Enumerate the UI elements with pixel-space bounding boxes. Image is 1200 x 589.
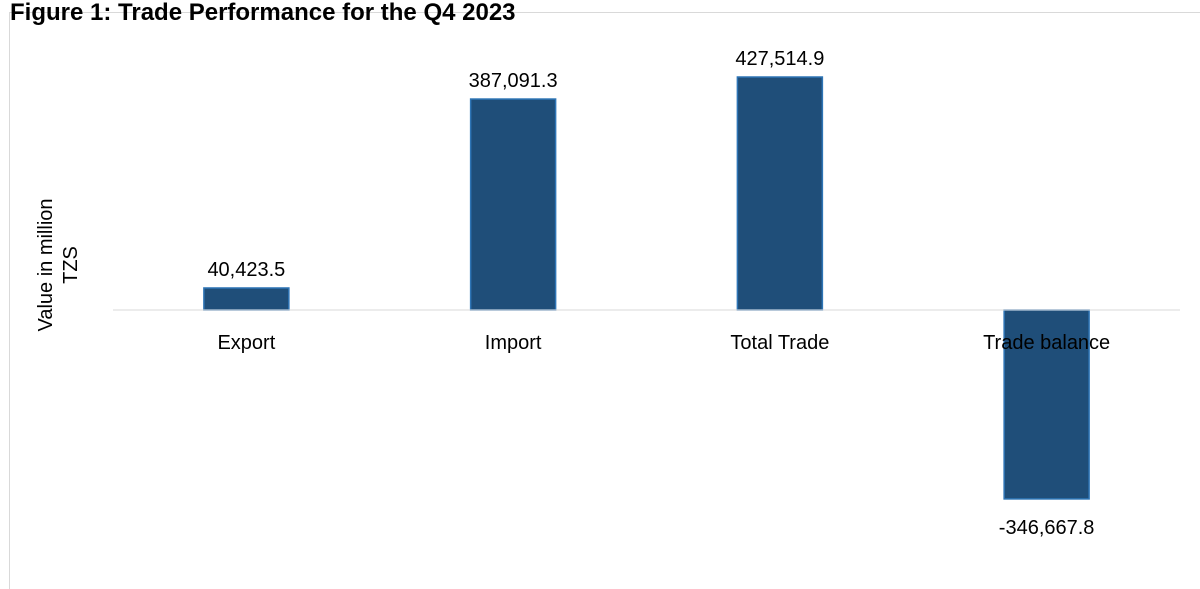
bar-trade-balance xyxy=(1003,309,1090,500)
category-label: Import xyxy=(485,332,542,354)
data-label: 40,423.5 xyxy=(207,259,285,281)
chart-frame: Figure 1: Trade Performance for the Q4 2… xyxy=(9,0,1200,589)
category-label: Trade balance xyxy=(983,332,1110,354)
category-labels-group: Export Import Total Trade Trade balance xyxy=(217,332,1110,354)
chart-title: Figure 1: Trade Performance for the Q4 2… xyxy=(10,0,516,26)
data-label: 427,514.9 xyxy=(735,48,824,70)
y-axis-label: Value in million TZS xyxy=(35,198,82,331)
category-label: Total Trade xyxy=(730,332,829,354)
bar-total-trade xyxy=(736,76,824,311)
y-axis-label-line: TZS xyxy=(60,246,82,284)
data-label: 387,091.3 xyxy=(469,70,558,92)
category-label: Export xyxy=(217,332,275,354)
bar-import xyxy=(469,98,557,311)
data-labels-group: 40,423.5 387,091.3 427,514.9 -346,667.8 xyxy=(207,48,1094,539)
data-label: -346,667.8 xyxy=(999,517,1095,539)
bar-export xyxy=(203,287,290,311)
bars-group xyxy=(203,76,1090,500)
y-axis-label-line: Value in million xyxy=(35,198,57,331)
